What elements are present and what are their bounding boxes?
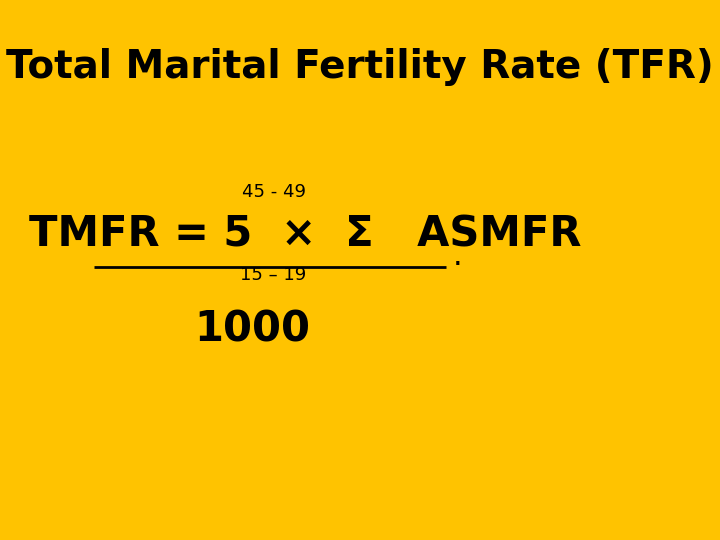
Text: 1000: 1000 [194, 308, 310, 350]
Text: .: . [452, 242, 462, 271]
Text: 45 - 49: 45 - 49 [242, 183, 305, 201]
Text: 15 – 19: 15 – 19 [240, 266, 307, 285]
Text: TMFR = 5  ×  Σ   ASMFR: TMFR = 5 × Σ ASMFR [29, 214, 581, 256]
Text: Total Marital Fertility Rate (TFR): Total Marital Fertility Rate (TFR) [6, 49, 714, 86]
